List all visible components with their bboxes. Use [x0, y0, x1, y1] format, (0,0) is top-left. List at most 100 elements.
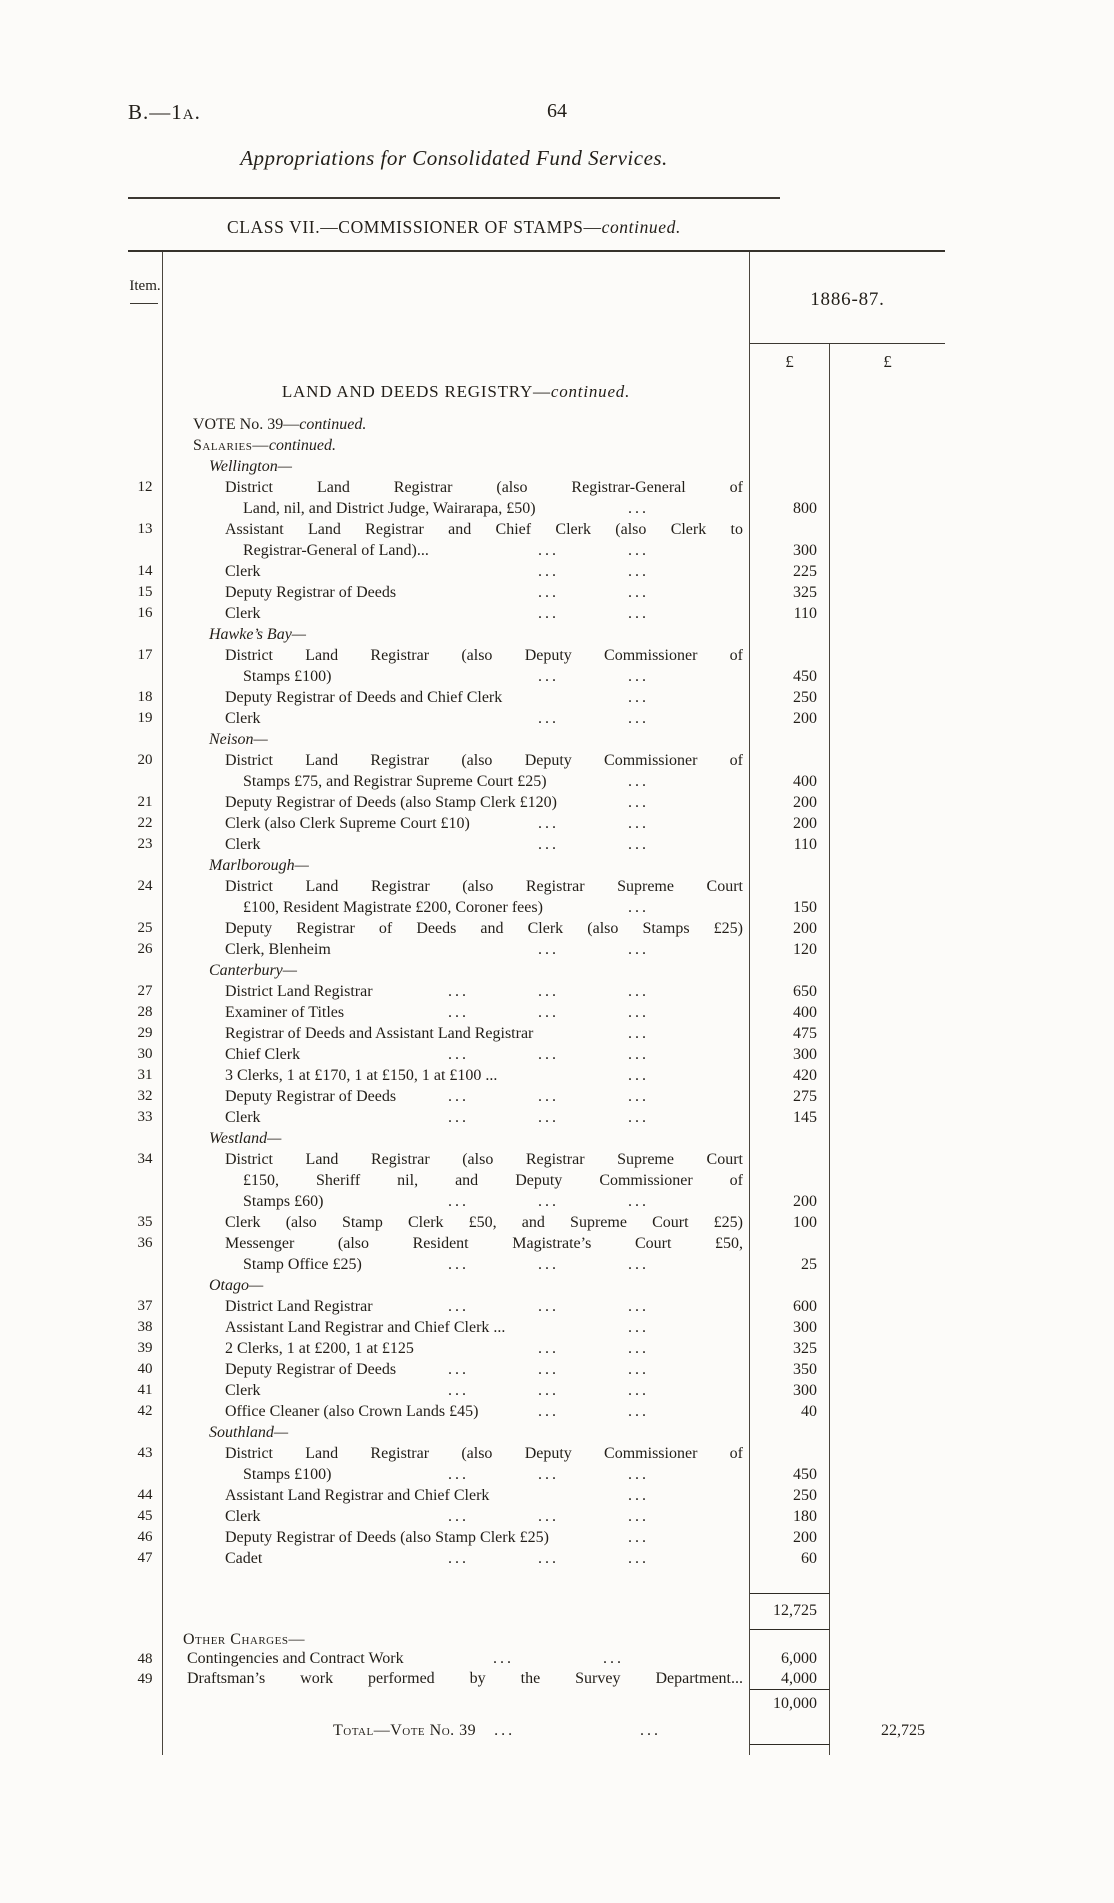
table-row: 16 Clerk...... 110	[128, 603, 945, 624]
entry-text: Assistant Land Registrar and Chief Clerk…	[225, 1319, 506, 1336]
amount-col1	[750, 624, 830, 645]
amount-col1: 200	[750, 918, 830, 939]
entry-text: District Land Registrar	[225, 1298, 373, 1315]
amount-col1: 450	[750, 666, 830, 687]
amount-col2	[830, 1233, 945, 1254]
dots-leader: ...	[448, 1256, 469, 1273]
amount-col2	[830, 582, 945, 603]
entry-text: Wellington—	[209, 458, 292, 475]
dots-leader: ...	[538, 1046, 559, 1063]
item-number: 14	[128, 561, 163, 582]
amount-col1: 225	[750, 561, 830, 582]
item-number	[128, 414, 163, 435]
table-footer: 12,725 Other Charges— 48 Contingencies a…	[128, 1569, 945, 1755]
item-number	[128, 1630, 163, 1649]
amount-col2	[830, 1745, 945, 1755]
dots-leader: ...	[628, 1193, 649, 1210]
entry-text: District Land Registrar (also Registrar …	[225, 1151, 743, 1168]
entry-description: Neison—	[163, 729, 750, 750]
pound-symbol-col2: £	[883, 352, 892, 371]
dots-leader: ...	[628, 773, 649, 790]
amount-col2	[830, 1275, 945, 1296]
amount-col2	[830, 939, 945, 960]
section-caption: LAND AND DEEDS REGISTRY—continued.	[163, 382, 749, 402]
table-row: 26 Clerk, Blenheim...... 120	[128, 939, 945, 960]
dots-leader: ...	[628, 668, 649, 685]
amount-col1	[750, 456, 830, 477]
vote-total-row: Total—Vote No. 39...... 22,725	[128, 1719, 945, 1745]
item-number: 31	[128, 1065, 163, 1086]
amount-col2	[830, 834, 945, 855]
amount-col1: 450	[750, 1464, 830, 1485]
currency-header-row: £ £	[750, 344, 945, 414]
dots-leader: ...	[628, 1361, 649, 1378]
amount-col2	[830, 1649, 945, 1669]
entry-text: Salaries—	[193, 437, 269, 454]
entry-text: Land, nil, and District Judge, Wairarapa…	[243, 500, 536, 517]
dots-leader: ...	[538, 1508, 559, 1525]
table-row: Marlborough—	[128, 855, 945, 876]
amount-col1	[750, 1719, 830, 1745]
document-title: Appropriations for Consolidated Fund Ser…	[240, 146, 668, 170]
dots-leader: ...	[448, 1193, 469, 1210]
entry-text: Southland—	[209, 1424, 289, 1441]
dots-leader: ...	[538, 1340, 559, 1357]
table-row: 12 District Land Registrar (also Registra…	[128, 477, 945, 498]
amount-col1: 200	[750, 1527, 830, 1548]
table-row: 25 Deputy Registrar of Deeds and Clerk (a…	[128, 918, 945, 939]
dots-leader: ...	[628, 1109, 649, 1126]
entry-description: Otago—	[163, 1275, 750, 1296]
entry-text: Deputy Registrar of Deeds (also Stamp Cl…	[225, 1529, 549, 1546]
item-number: 44	[128, 1485, 163, 1506]
entry-description: Clerk.........	[163, 1380, 750, 1401]
other-charges-subtotal-row: 10,000	[128, 1689, 945, 1719]
table-row: 44 Assistant Land Registrar and Chief Cle…	[128, 1485, 945, 1506]
amount-col2	[830, 708, 945, 729]
entry-description: Deputy Registrar of Deeds.........	[163, 1086, 750, 1107]
entry-description: District Land Registrar (also Registrar-…	[163, 477, 750, 498]
entry-text: Clerk	[225, 605, 261, 622]
amount-col1: 400	[750, 1002, 830, 1023]
entry-text: Messenger (also Resident Magistrate’s Co…	[225, 1235, 743, 1252]
amount-col2	[830, 1593, 945, 1630]
item-number: 12	[128, 477, 163, 498]
item-number: 48	[128, 1649, 163, 1669]
amount-col1: 200	[750, 792, 830, 813]
entry-text: Clerk	[225, 710, 261, 727]
entry-description: 2 Clerks, 1 at £200, 1 at £125......	[163, 1338, 750, 1359]
item-number: 26	[128, 939, 163, 960]
entry-description	[163, 1593, 750, 1630]
amount-col1	[750, 1422, 830, 1443]
item-number	[128, 435, 163, 456]
item-number	[128, 1745, 163, 1755]
entry-text: Deputy Registrar of Deeds (also Stamp Cl…	[225, 794, 557, 811]
table-row: 45 Clerk......... 180	[128, 1506, 945, 1527]
item-column-header: Item.	[128, 252, 163, 414]
dots-leader: ...	[448, 1382, 469, 1399]
entry-description: Stamp Office £25).........	[163, 1254, 750, 1275]
amount-col2	[830, 624, 945, 645]
entry-description: Other Charges—	[163, 1630, 750, 1649]
item-number: 28	[128, 1002, 163, 1023]
entry-text: District Land Registrar (also Deputy Com…	[225, 647, 743, 664]
dots-leader: ...	[494, 1722, 516, 1739]
entry-description: 3 Clerks, 1 at £170, 1 at £150, 1 at £10…	[163, 1065, 750, 1086]
dots-leader: ...	[538, 1382, 559, 1399]
table-row: 47 Cadet......... 60	[128, 1548, 945, 1569]
entry-description: Clerk......	[163, 561, 750, 582]
item-number: 47	[128, 1548, 163, 1569]
table-row: 48 Contingencies and Contract Work......…	[128, 1649, 945, 1669]
dots-leader: ...	[448, 1298, 469, 1315]
dots-leader: ...	[628, 1319, 649, 1336]
entry-description: District Land Registrar (also Registrar …	[163, 1149, 750, 1170]
amount-col1	[750, 876, 830, 897]
amount-col1	[750, 645, 830, 666]
item-number	[128, 666, 163, 687]
entry-description: Clerk......	[163, 708, 750, 729]
entry-text: District Land Registrar (also Deputy Com…	[225, 1445, 743, 1462]
entry-text: Assistant Land Registrar and Chief Clerk…	[225, 521, 743, 538]
amount-col2	[830, 1296, 945, 1317]
item-number: 17	[128, 645, 163, 666]
amount-col2	[830, 1317, 945, 1338]
amount-col1: 150	[750, 897, 830, 918]
